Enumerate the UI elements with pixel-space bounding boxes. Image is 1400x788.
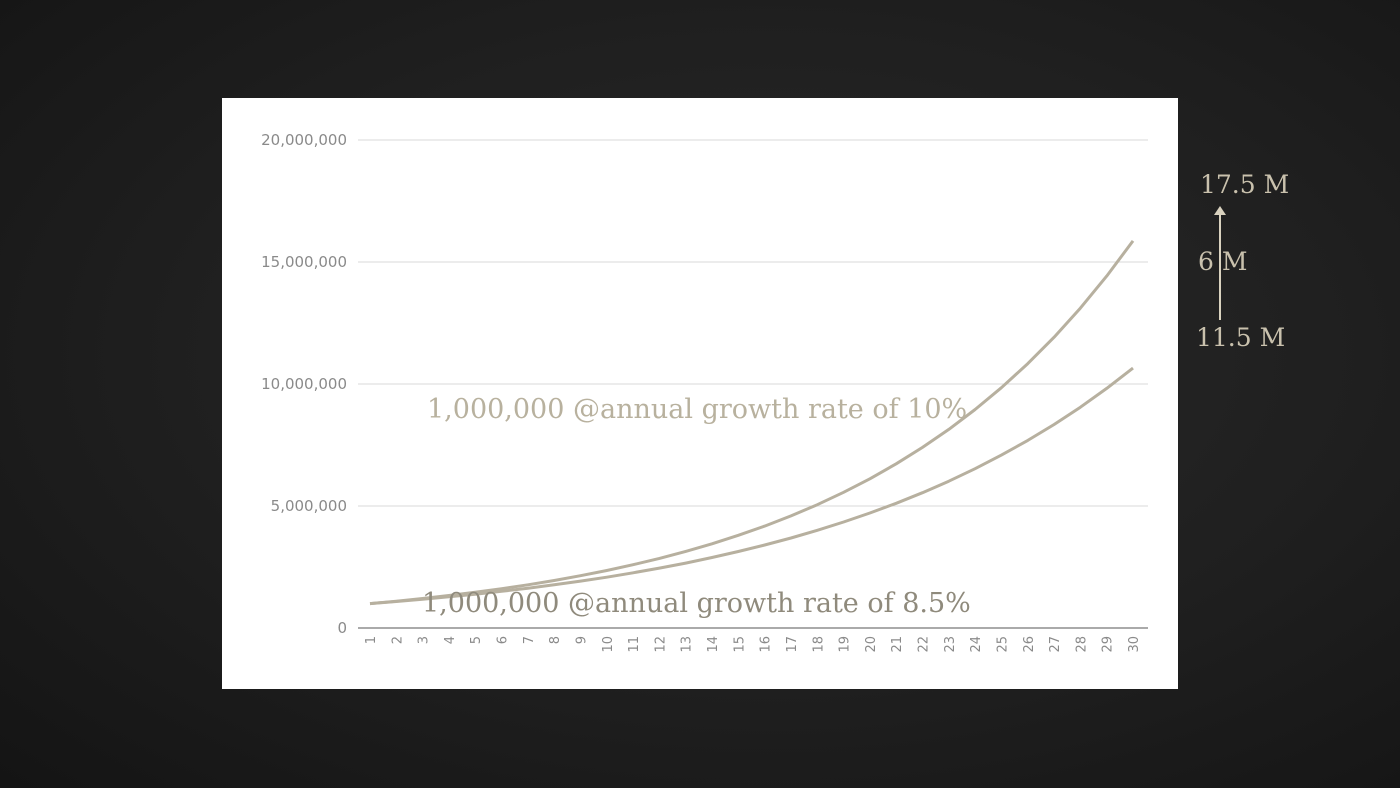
series-lines [369, 240, 1135, 606]
x-tick-label: 9 [574, 636, 589, 644]
side-note-top: 17.5 M [1200, 170, 1290, 199]
grid-lines [358, 139, 1148, 507]
x-tick-label: 16 [759, 636, 774, 653]
x-tick-label: 7 [522, 636, 537, 644]
y-tick-label: 20,000,000 [261, 131, 347, 149]
x-tick-label: 4 [443, 636, 458, 644]
side-note-bottom: 11.5 M [1196, 323, 1286, 352]
y-axis-ticks: 0 5,000,000 10,000,000 15,000,000 20,000,000 [261, 131, 347, 637]
x-tick-label: 19 [838, 636, 853, 653]
x-tick-label: 5 [469, 636, 484, 644]
y-tick-label: 10,000,000 [261, 375, 347, 393]
x-tick-label: 27 [1048, 636, 1063, 653]
x-tick-label: 14 [706, 636, 721, 653]
annotation-10-percent: 1,000,000 @annual growth rate of 10% [427, 394, 967, 425]
up-arrow-icon [1214, 206, 1226, 320]
x-tick-label: 23 [943, 636, 958, 653]
y-tick-label: 5,000,000 [271, 497, 347, 515]
x-tick-label: 1 [364, 636, 379, 644]
x-tick-label: 28 [1074, 636, 1089, 653]
x-tick-label: 10 [601, 636, 616, 653]
x-tick-label: 24 [969, 636, 984, 653]
x-tick-label: 15 [732, 636, 747, 653]
x-tick-label: 12 [653, 636, 668, 653]
series-line-1 [369, 240, 1135, 606]
x-tick-label: 25 [995, 636, 1010, 653]
x-tick-label: 17 [785, 636, 800, 653]
y-tick-label: 15,000,000 [261, 253, 347, 271]
x-tick-label: 22 [917, 636, 932, 653]
series-line-2 [369, 366, 1134, 606]
x-tick-label: 8 [548, 636, 563, 644]
x-tick-label: 21 [890, 636, 905, 653]
x-tick-label: 30 [1127, 636, 1142, 653]
x-tick-label: 18 [811, 636, 826, 653]
chart-panel: 0 5,000,000 10,000,000 15,000,000 20,000,000… [222, 98, 1178, 689]
x-tick-label: 6 [496, 636, 511, 644]
x-tick-label: 20 [864, 636, 879, 653]
x-tick-label: 3 [417, 636, 432, 644]
x-tick-label: 11 [627, 636, 642, 653]
x-axis-ticks: 1 2 3 4 5 6 7 8 9 10 11 12 13 14 15 16 17 18 19 20 21 22 23 24 2… [364, 636, 1142, 653]
annotation-8-5-percent: 1,000,000 @annual growth rate of 8.5% [422, 588, 971, 619]
side-note-difference: 6 M [1198, 247, 1248, 276]
x-tick-label: 26 [1022, 636, 1037, 653]
y-tick-label: 0 [337, 619, 347, 637]
x-tick-label: 13 [680, 636, 695, 653]
x-tick-label: 29 [1101, 636, 1116, 653]
growth-line-chart: 0 5,000,000 10,000,000 15,000,000 20,000,000… [261, 131, 1148, 653]
x-tick-label: 2 [390, 636, 405, 644]
